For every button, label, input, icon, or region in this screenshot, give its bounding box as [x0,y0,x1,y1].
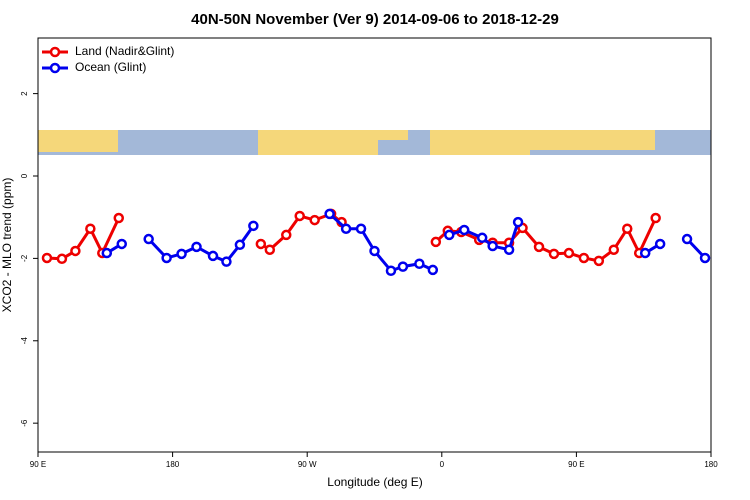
data-point [593,255,605,267]
data-point [161,252,172,264]
data-point [234,239,246,251]
legend-label: Ocean (Glint) [75,60,146,74]
series-line [106,212,707,273]
data-point [207,250,219,262]
data-point [654,238,666,250]
data-point [221,256,232,267]
data-point [85,223,96,234]
data-point [101,247,113,259]
data-point [176,248,187,260]
data-point [414,258,425,269]
data-point [512,216,524,228]
data-point [503,244,515,255]
chart-title: 40N-50N November (Ver 9) 2014-09-06 to 2… [191,11,559,28]
x-tick-label: 180 [704,460,718,469]
data-point [56,253,68,265]
x-axis-label: Longitude (deg E) [327,475,422,489]
x-tick-label: 90 E [30,460,46,469]
y-tick-label: -2 [20,254,29,262]
data-point [340,223,352,234]
data-point [681,233,693,245]
y-tick-label: -4 [20,337,29,345]
data-point [309,214,320,226]
data-point [397,261,409,272]
data-point [533,241,545,253]
data-point [385,265,397,276]
y-axis-label: XCO2 - MLO trend (ppm) [0,178,14,313]
y-tick-label: 2 [20,91,29,96]
map-strip [38,130,711,155]
data-point [476,232,488,244]
data-point [621,223,633,234]
data-point [191,241,202,253]
data-point [264,244,276,255]
data-point [369,245,380,257]
data-point [563,247,575,259]
data-point [430,236,442,248]
y-tick-label: -6 [20,419,29,427]
data-point [487,240,498,252]
data-point [639,247,651,259]
data-point [578,252,590,264]
data-point [355,223,367,234]
data-point [70,245,81,257]
data-point [458,224,470,236]
data-point [248,220,259,232]
data-point [427,264,439,276]
y-tick-label: 0 [20,173,29,178]
data-point [116,238,128,250]
data-point [608,244,620,255]
plot-frame [37,37,712,453]
data-point [113,212,125,224]
data-point [650,212,661,224]
data-point [294,210,305,222]
x-tick-label: 90 W [298,460,317,469]
legend-marker [49,62,61,74]
data-point [324,208,335,220]
legend-label: Land (Nadir&Glint) [75,44,174,58]
data-point [281,229,292,241]
x-tick-label: 180 [166,460,180,469]
legend-marker [49,46,61,58]
data-point [255,238,267,250]
x-tick-label: 0 [440,460,445,469]
data-point [143,233,154,245]
x-tick-label: 90 E [568,460,584,469]
data-point [41,252,53,264]
data-point [444,229,455,241]
data-point [699,252,711,264]
data-point [548,248,560,260]
